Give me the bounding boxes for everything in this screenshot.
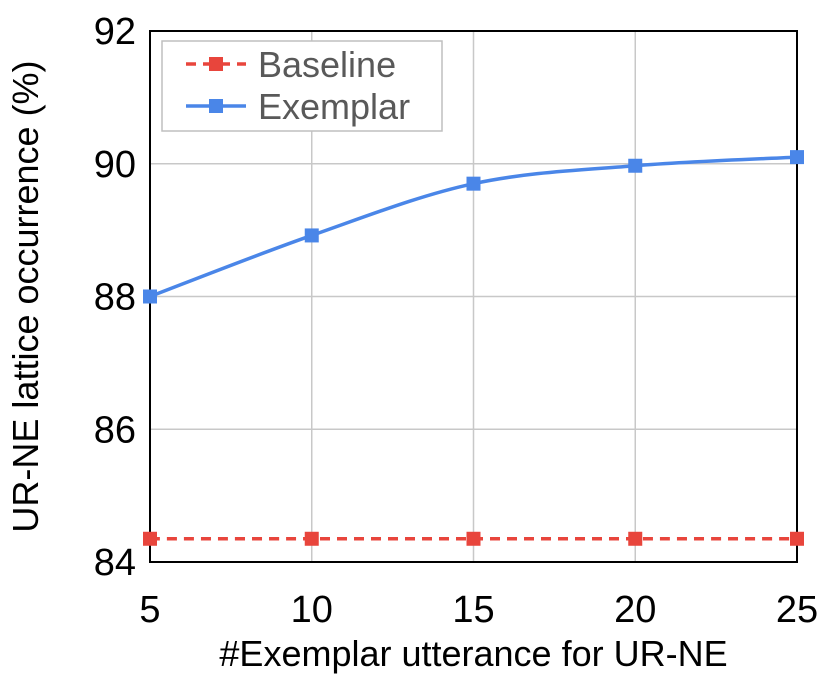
data-point-exemplar — [790, 150, 804, 165]
y-tick-label: 88 — [94, 277, 136, 319]
x-tick-label: 10 — [291, 589, 333, 631]
x-tick-label: 5 — [139, 589, 160, 631]
data-point-exemplar — [304, 228, 319, 243]
data-point-exemplar — [628, 158, 643, 173]
data-point-exemplar — [143, 289, 157, 304]
y-tick-label: 84 — [94, 542, 136, 584]
series-layer — [143, 150, 804, 546]
x-tick-label: 25 — [776, 589, 818, 631]
data-point-baseline — [628, 531, 643, 546]
y-tick-label: 90 — [94, 144, 136, 186]
data-point-baseline — [466, 531, 481, 546]
y-tick-label: 86 — [94, 409, 136, 451]
legend-swatch-marker — [209, 57, 223, 71]
legend-swatch-marker — [209, 99, 223, 113]
legend-label-exemplar: Exemplar — [258, 86, 410, 127]
x-tick-label: 20 — [614, 589, 656, 631]
legend-box — [161, 40, 443, 132]
x-axis-label: #Exemplar utterance for UR-NE — [219, 633, 727, 674]
data-point-baseline — [790, 531, 804, 546]
data-point-baseline — [304, 531, 319, 546]
y-tick-label: 92 — [94, 11, 136, 53]
x-tick-label: 15 — [452, 589, 494, 631]
y-axis-label: UR-NE lattice occurrence (%) — [5, 60, 46, 532]
data-point-baseline — [143, 531, 157, 546]
data-point-exemplar — [466, 176, 481, 191]
tick-labels: 5 10 15 20 25 84 86 88 90 92 — [94, 11, 818, 631]
legend-label-baseline: Baseline — [258, 44, 396, 85]
